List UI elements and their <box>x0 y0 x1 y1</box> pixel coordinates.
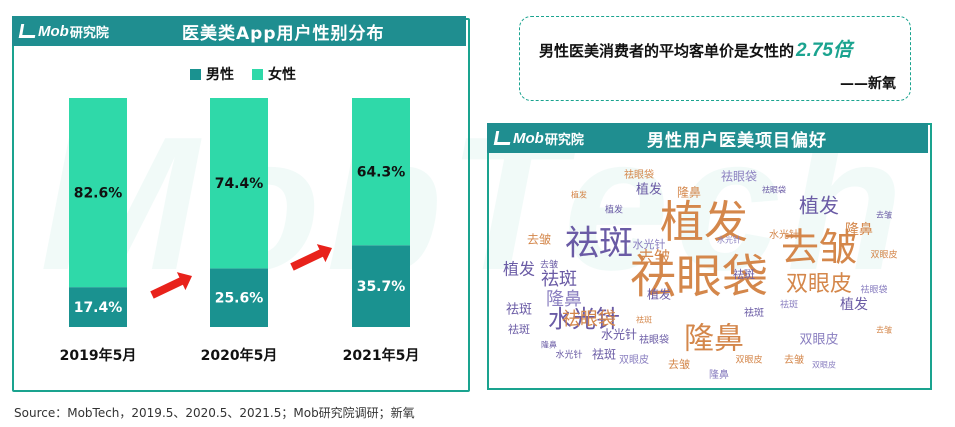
bar-female-1 <box>210 98 268 269</box>
growth-arrow-icon-1 <box>290 244 333 271</box>
bar-male-1 <box>210 268 268 327</box>
legend-swatch-female <box>252 68 263 80</box>
value-label-male-0: 17.4% <box>74 300 123 316</box>
chart-legend: 男性 女性 <box>190 64 296 84</box>
word-cloud-term: 隆鼻 <box>546 289 582 310</box>
word-cloud-term: 水光针 <box>717 235 741 245</box>
word-cloud-term: 双眼皮 <box>799 333 838 348</box>
quote-box: 男性医美消费者的平均客单价是女性的 2.75倍 ——新氧 <box>519 16 911 101</box>
word-cloud-term: 祛眼袋 <box>721 170 757 184</box>
legend-label-male: 男性 <box>206 67 234 83</box>
word-cloud-term: 植发 <box>840 297 868 313</box>
logo-latin: Mob <box>38 22 69 40</box>
preference-header: Mob 研究院 男性用户医美项目偏好 <box>487 123 928 153</box>
word-cloud-term: 去皱 <box>668 358 690 371</box>
word-cloud-term: 植发 <box>636 182 662 198</box>
word-cloud-term: 隆鼻 <box>845 221 873 238</box>
category-label-1: 2020年5月 <box>201 347 278 364</box>
category-label-2: 2021年5月 <box>343 347 420 364</box>
word-cloud-term: 祛眼袋 <box>562 309 616 330</box>
value-label-male-1: 25.6% <box>215 291 264 307</box>
word-cloud-term: 祛斑 <box>636 315 652 325</box>
legend-item-female: 女性 <box>252 64 296 84</box>
word-cloud-term: 水光针 <box>548 305 620 333</box>
logo-mark-icon <box>18 24 38 38</box>
word-cloud-term: 去皱 <box>781 226 857 270</box>
word-cloud-term: 水光针 <box>601 327 637 342</box>
legend-item-male: 男性 <box>190 64 234 84</box>
word-cloud-term: 祛斑 <box>744 306 764 319</box>
word-cloud-term: 去皱 <box>876 210 892 220</box>
word-cloud-term: 植发 <box>647 287 671 302</box>
word-cloud-term: 去皱 <box>876 325 892 335</box>
value-label-female-2: 64.3% <box>357 165 406 181</box>
word-cloud-term: 祛斑 <box>508 322 530 336</box>
word-cloud-term: 去皱 <box>638 248 670 267</box>
word-cloud-term: 水光针 <box>769 228 799 241</box>
word-cloud-term: 双眼皮 <box>870 249 897 261</box>
value-label-female-1: 74.4% <box>215 176 264 192</box>
gender-stacked-bar-chart: 17.4% 82.6% 2019年5月 25.6% 74.4% 2020年5月 35.7% 6… <box>60 98 420 364</box>
quote-text: 男性医美消费者的平均客单价是女性的 2.75倍 <box>539 35 852 62</box>
word-cloud-term: 祛斑 <box>541 269 577 290</box>
word-cloud-term: 隆鼻 <box>709 368 729 381</box>
logo-latin: Mob <box>513 129 544 147</box>
word-cloud-term: 植发 <box>799 194 839 218</box>
word-cloud-term: 祛斑 <box>592 348 616 362</box>
word-cloud-term: 祛眼袋 <box>762 185 786 195</box>
word-cloud-term: 植发 <box>571 190 587 200</box>
bar-male-2 <box>352 245 410 327</box>
word-cloud-term: 植发 <box>503 260 535 279</box>
bar-female-2 <box>352 98 410 246</box>
word-cloud-term: 水光针 <box>555 349 582 361</box>
value-label-male-2: 35.7% <box>357 279 406 295</box>
value-label-female-0: 82.6% <box>74 186 123 202</box>
bar-male-0 <box>69 287 127 327</box>
bar-female-0 <box>69 98 127 288</box>
logo-cn: 研究院 <box>544 131 584 147</box>
word-cloud-term: 植发 <box>660 197 748 248</box>
word-cloud-term: 祛眼袋 <box>624 168 654 181</box>
preference-title: 男性用户医美项目偏好 <box>647 130 827 151</box>
quote-author: ——新氧 <box>840 76 896 92</box>
word-cloud-term: 双眼皮 <box>812 360 836 370</box>
word-cloud-term: 去皱 <box>784 353 804 366</box>
word-cloud-term: 祛斑 <box>506 302 532 318</box>
quote-highlight: 2.75倍 <box>796 40 852 61</box>
mob-logo: Mob 研究院 <box>12 16 109 46</box>
word-cloud-term: 祛斑 <box>733 267 755 281</box>
category-label-0: 2019年5月 <box>60 347 137 364</box>
gender-chart-title: 医美类App用户性别分布 <box>182 23 385 44</box>
legend-label-female: 女性 <box>268 67 296 83</box>
word-cloud-term: 去皱 <box>540 259 558 271</box>
quote-body: 男性医美消费者的平均客单价是女性的 <box>539 42 795 60</box>
word-cloud-term: 双眼皮 <box>735 354 762 366</box>
word-cloud-term: 双眼皮 <box>619 353 649 366</box>
word-cloud-term: 祛眼袋 <box>630 250 768 304</box>
source-note: Source：MobTech，2019.5、2020.5、2021.5；Mob研… <box>14 406 415 420</box>
gender-chart-header: Mob 研究院 医美类App用户性别分布 <box>12 16 466 46</box>
word-cloud-term: 水光针 <box>633 237 666 251</box>
word-cloud-term: 植发 <box>605 204 623 216</box>
logo-mark-icon <box>493 131 513 145</box>
word-cloud-term: 隆鼻 <box>684 322 744 357</box>
word-cloud-term: 双眼皮 <box>786 272 852 297</box>
word-cloud-term: 隆鼻 <box>677 185 701 200</box>
word-cloud-term: 去皱 <box>527 232 551 247</box>
word-cloud-term: 隆鼻 <box>541 340 557 350</box>
growth-arrow-icon-0 <box>150 272 193 299</box>
word-cloud-term: 祛斑 <box>780 299 798 311</box>
word-cloud-term: 祛眼袋 <box>860 284 887 296</box>
word-cloud-term: 祛眼袋 <box>639 333 669 346</box>
logo-cn: 研究院 <box>69 24 109 40</box>
legend-swatch-male <box>190 68 201 80</box>
word-cloud-term: 祛斑 <box>565 224 633 264</box>
mob-logo-right: Mob 研究院 <box>487 123 584 153</box>
